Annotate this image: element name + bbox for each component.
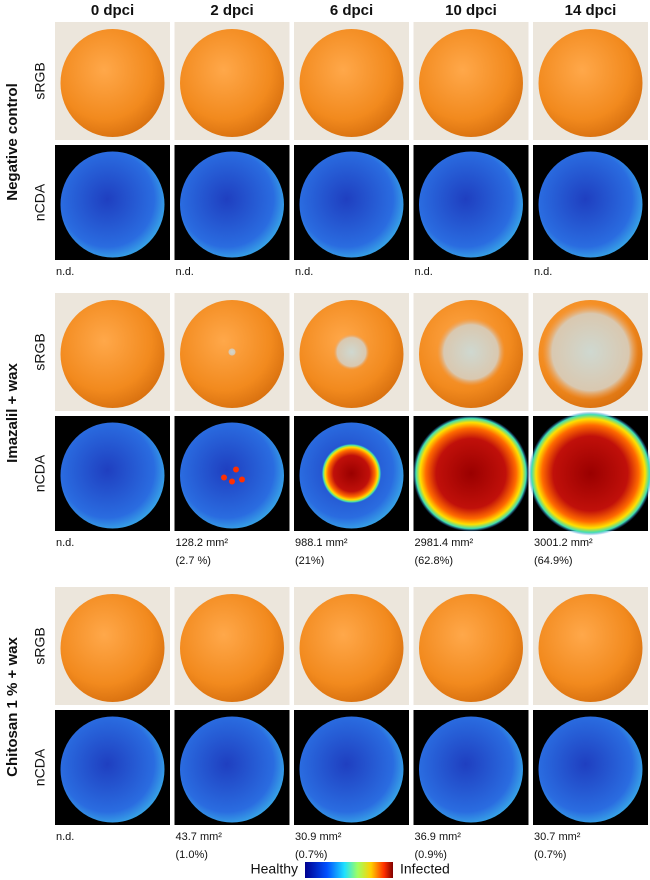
fruit [419,594,523,702]
fruit [538,29,643,137]
row-label: nCDA [32,454,48,492]
fruit [60,594,165,702]
fruit-ncda [538,151,643,258]
column-header: 14 dpci [565,2,617,19]
row-label: sRGB [32,62,48,99]
row-label: sRGB [32,627,48,664]
column-header: 10 dpci [445,2,497,19]
lesion-spot [233,466,239,473]
lesion-spot [229,478,235,485]
colorbar [305,862,393,878]
fruit-ncda [60,151,165,258]
fruit-ncda [419,716,523,823]
note: n.d. [415,266,433,278]
note: n.d. [56,537,74,549]
group-label: Negative control [4,83,21,201]
note: n.d. [56,266,74,278]
fruit [419,29,523,137]
note: (62.8%) [415,555,454,567]
lesion [528,411,650,536]
group-label: Imazalil + wax [4,363,21,463]
row-label: nCDA [32,748,48,786]
mold [228,348,236,356]
column-header: 0 dpci [91,2,134,19]
note: (0.9%) [415,849,447,861]
fruit [538,594,643,702]
colorbar-low: Healthy [251,861,298,877]
note: 43.7 mm² [176,831,223,843]
lesion [413,415,529,532]
note: 128.2 mm² [176,537,229,549]
lesion-spot [239,476,245,483]
mold [437,318,505,386]
note: 988.1 mm² [295,537,348,549]
mold [333,334,370,370]
fruit-ncda [299,151,404,258]
fruit-ncda [538,716,643,823]
fruit [180,29,284,137]
fruit-ncda [60,422,165,529]
note: (64.9%) [534,555,573,567]
fruit [60,300,165,408]
fruit-ncda [60,716,165,823]
column-header: 2 dpci [210,2,253,19]
note: 30.7 mm² [534,831,581,843]
row-label: sRGB [32,333,48,370]
fruit-ncda [180,422,284,529]
lesion [321,443,382,504]
note: n.d. [176,266,194,278]
fruit-ncda [299,716,404,823]
note: 3001.2 mm² [534,537,593,549]
fruit [60,29,165,137]
fruit [299,594,404,702]
row-label: nCDA [32,183,48,221]
note: (1.0%) [176,849,208,861]
note: 36.9 mm² [415,831,462,843]
note: 30.9 mm² [295,831,342,843]
note: (21%) [295,555,324,567]
note: (0.7%) [534,849,566,861]
fruit-ncda [180,151,284,258]
note: (0.7%) [295,849,327,861]
fruit [180,594,284,702]
colorbar-high: Infected [400,861,450,877]
column-header: 6 dpci [330,2,373,19]
note: (2.7 %) [176,555,211,567]
note: n.d. [295,266,313,278]
mold [542,304,639,400]
fruit [299,29,404,137]
fruit-ncda [419,151,523,258]
note: 2981.4 mm² [415,537,474,549]
note: n.d. [56,831,74,843]
lesion-spot [221,474,227,481]
group-label: Chitosan 1 % + wax [4,637,21,777]
note: n.d. [534,266,552,278]
fruit-ncda [180,716,284,823]
